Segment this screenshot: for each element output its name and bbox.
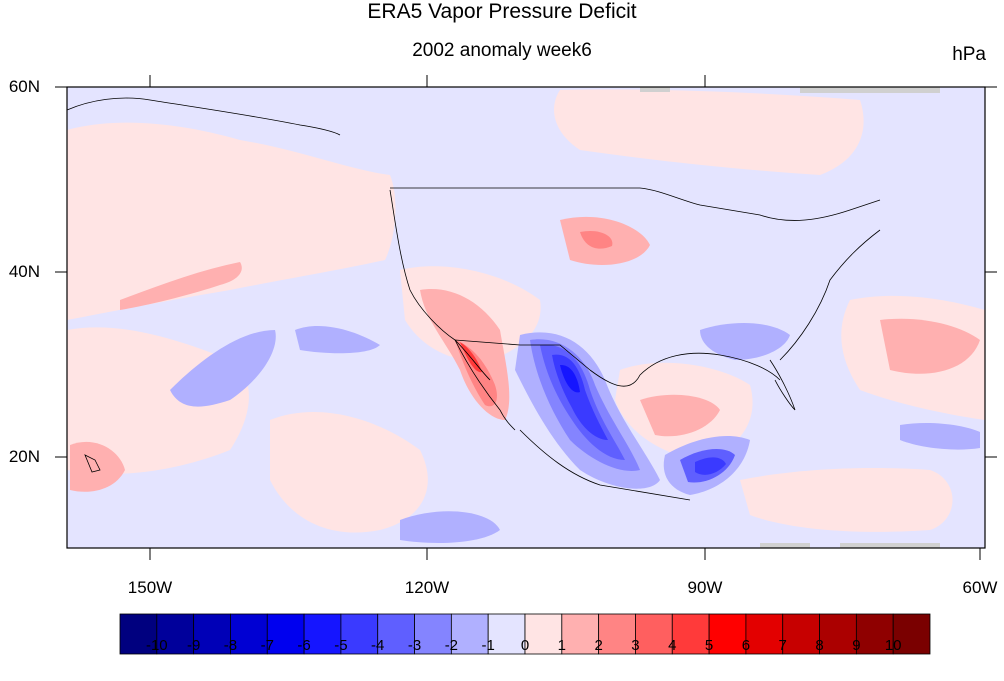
colorbar-swatch xyxy=(303,613,342,655)
hawaii xyxy=(84,454,101,473)
colorbar-swatch xyxy=(561,613,600,655)
units-label: hPa xyxy=(952,44,986,65)
colorbar-label: -7 xyxy=(260,637,274,654)
pos-mid-pacific-band xyxy=(120,262,242,310)
map-frame xyxy=(66,86,986,549)
missing-south-2 xyxy=(840,543,940,548)
pos-hawaii xyxy=(70,441,125,492)
x-tick-120w: 120W xyxy=(404,578,450,597)
colorbar-swatch xyxy=(598,613,636,655)
colorbar-swatch xyxy=(450,613,489,655)
colorbar-swatch xyxy=(819,613,857,655)
pos-region-caribbean xyxy=(740,468,953,532)
colorbar-label: -5 xyxy=(334,637,348,654)
florida xyxy=(769,359,796,411)
colorbar-label: -2 xyxy=(444,637,459,654)
colorbar-swatch xyxy=(414,613,452,655)
pos-region-baja-strip xyxy=(270,411,428,533)
alaska-coast xyxy=(66,97,341,136)
gulf-coast xyxy=(589,352,781,387)
colorbar-label: 3 xyxy=(631,637,640,654)
y-tick-60n: 60N xyxy=(8,77,40,96)
x-tick-90w: 90W xyxy=(687,578,723,597)
y-tick-40n: 40N xyxy=(8,262,40,281)
colorbar-label: 1 xyxy=(557,637,566,654)
mexico-coast xyxy=(519,429,691,501)
west-coast xyxy=(389,189,491,381)
map-title: ERA5 Vapor Pressure Deficit xyxy=(367,0,637,23)
colorbar-swatch xyxy=(745,613,784,655)
colorbar-label: -8 xyxy=(223,637,238,654)
colorbar-label: -3 xyxy=(407,637,422,654)
missing-arctic-2 xyxy=(800,87,940,93)
colorbar-label: 9 xyxy=(852,637,861,654)
colorbar-swatch xyxy=(708,613,747,655)
colorbar-swatch xyxy=(671,613,710,655)
us-canada-border xyxy=(390,187,881,221)
map-panel xyxy=(55,75,997,560)
x-tick-60w: 60W xyxy=(962,578,998,597)
pos-dakota xyxy=(580,230,613,249)
missing-south-1 xyxy=(760,543,810,548)
neg-caribbean-east xyxy=(900,422,980,450)
colorbar-swatch xyxy=(119,613,158,655)
colorbar-swatch xyxy=(782,613,820,655)
map-subtitle: 2002 anomaly week6 xyxy=(412,40,592,61)
neg-yucatan-core xyxy=(695,457,726,475)
pos-region-north-pacific xyxy=(67,122,396,320)
pos-gulf-loop xyxy=(640,394,720,437)
tick-marks xyxy=(55,75,997,560)
neg-mexico-peak xyxy=(560,364,580,393)
colorbar-label: -10 xyxy=(145,637,168,654)
baja-coast xyxy=(454,339,516,431)
pos-region-canada xyxy=(554,89,864,175)
colorbar-label: 2 xyxy=(594,637,603,654)
colorbar-label: -9 xyxy=(186,637,201,654)
neg-pacific-1 xyxy=(170,330,276,407)
y-tick-20n: 20N xyxy=(8,447,40,466)
colorbar-label: -6 xyxy=(297,637,311,654)
x-tick-150w: 150W xyxy=(127,578,173,597)
colorbar-label: 7 xyxy=(778,637,787,654)
pos-atlantic-core xyxy=(880,318,980,374)
colorbar-label: 10 xyxy=(884,637,902,654)
coastlines-borders xyxy=(66,97,881,501)
colorbar-swatch xyxy=(855,613,894,655)
colorbar-label: 6 xyxy=(741,637,751,654)
missing-arctic-1 xyxy=(640,87,670,92)
colorbar-label: 0 xyxy=(520,637,530,654)
colorbar-swatch xyxy=(340,613,379,655)
colorbar-swatch xyxy=(524,613,563,655)
colorbar xyxy=(119,613,931,655)
east-coast xyxy=(779,229,881,361)
colorbar-label: 4 xyxy=(668,637,677,654)
colorbar-label: -1 xyxy=(481,637,495,654)
anomaly-fills xyxy=(67,87,985,548)
neg-southeast-us xyxy=(700,323,790,360)
neg-pacific-2 xyxy=(295,325,380,354)
colorbar-label: -4 xyxy=(371,637,385,654)
neg-pacific-south xyxy=(400,511,500,543)
colorbar-label: 8 xyxy=(815,637,824,654)
pos-baja-strong xyxy=(455,340,497,407)
colorbar-swatch xyxy=(635,613,673,655)
colorbar-swatch xyxy=(377,613,415,655)
colorbar-swatch xyxy=(892,613,931,655)
us-mexico-border xyxy=(454,339,591,371)
colorbar-swatch xyxy=(156,613,195,655)
colorbar-swatch xyxy=(193,613,231,655)
colorbar-swatch xyxy=(487,613,526,655)
colorbar-label: 5 xyxy=(704,637,714,654)
